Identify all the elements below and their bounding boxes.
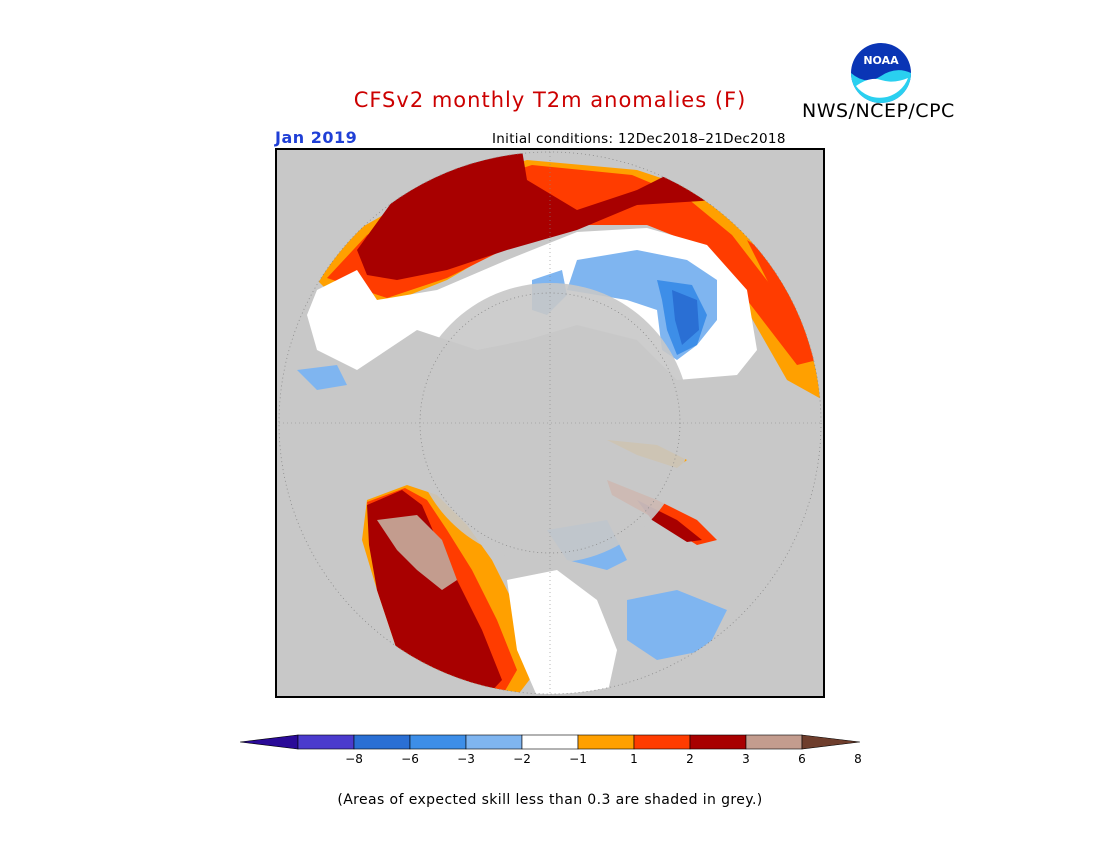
colorbar-tick-label: 8: [854, 752, 862, 766]
anomaly-region: [377, 515, 457, 590]
colorbar-segment: [240, 734, 299, 750]
colorbar: [240, 734, 860, 750]
colorbar-segment: [521, 734, 579, 750]
anomaly-region: [507, 570, 617, 694]
colorbar-tick-label: −3: [457, 752, 475, 766]
skill-footnote: (Areas of expected skill less than 0.3 a…: [337, 792, 763, 808]
colorbar-segment: [409, 734, 467, 750]
colorbar-segment: [745, 734, 803, 750]
anomaly-region: [357, 152, 747, 280]
initial-conditions: Initial conditions: 12Dec2018–21Dec2018: [492, 131, 786, 147]
anomaly-region: [672, 290, 699, 345]
polar-map: [275, 148, 825, 698]
colorbar-segment: [465, 734, 523, 750]
colorbar-tick-label: −8: [345, 752, 363, 766]
colorbar-tick-label: 6: [798, 752, 806, 766]
colorbar-segment: [801, 734, 860, 750]
noaa-logo-icon: NOAA: [851, 43, 911, 103]
colorbar-segment: [297, 734, 355, 750]
colorbar-tick-label: −6: [401, 752, 419, 766]
colorbar-segment: [689, 734, 747, 750]
colorbar-tick-label: −2: [513, 752, 531, 766]
colorbar-tick-label: 3: [742, 752, 750, 766]
colorbar-segment: [353, 734, 411, 750]
logo-text: NOAA: [863, 54, 899, 67]
colorbar-tick-label: 1: [630, 752, 638, 766]
colorbar-segment: [577, 734, 635, 750]
colorbar-segment: [633, 734, 691, 750]
chart-title: CFSv2 monthly T2m anomalies (F): [353, 88, 747, 112]
anomaly-region: [627, 590, 727, 660]
anomaly-region: [747, 240, 821, 370]
anomaly-region: [297, 365, 347, 390]
colorbar-tick-label: −1: [569, 752, 587, 766]
colorbar-tick-label: 2: [686, 752, 694, 766]
organization-label: NWS/NCEP/CPC: [802, 100, 955, 122]
forecast-month: Jan 2019: [275, 128, 358, 147]
